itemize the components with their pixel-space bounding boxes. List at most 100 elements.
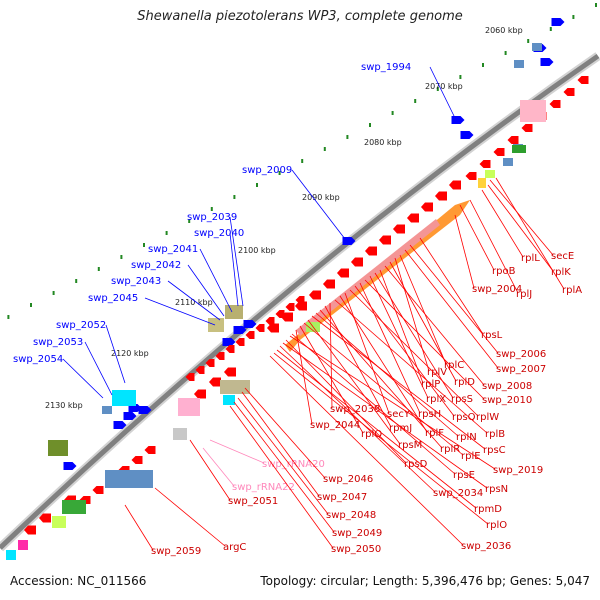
label-rpln: rplN (456, 432, 477, 443)
leader-line-swp-2052 (105, 324, 126, 384)
forward-gene-arrow (113, 421, 127, 429)
label-rpsq: rpsQ (452, 412, 476, 423)
leader-line-swp-2008 (384, 265, 485, 386)
label-rplx: rplX (426, 394, 446, 405)
reverse-gene-arrow (131, 456, 143, 464)
forward-khaki-box (225, 305, 243, 319)
leader-line-rplo (273, 352, 489, 525)
reverse-gene-arrow (144, 446, 156, 454)
leader-line-rpmj (324, 305, 392, 428)
label-swp-2019: swp_2019 (493, 465, 543, 476)
ruler-dot (165, 231, 168, 235)
reverse-pink-box (520, 100, 546, 122)
reverse-gene-arrow (265, 317, 275, 325)
leader-line-rpsl (419, 237, 484, 335)
leader-line-rpld (389, 261, 457, 382)
label-swp-2050: swp_2050 (331, 544, 381, 555)
kbp-ruler: 2060 kbp 2070 kbp 2080 kbp 2090 kbp 2100 kbp… (7, 3, 597, 410)
reverse-gene-arrow (267, 323, 279, 333)
ruler-dot (30, 303, 32, 307)
reverse-gene-arrow (493, 148, 505, 156)
label-swp-2036: swp_2036 (461, 541, 511, 552)
leader-line-rplj (469, 199, 519, 294)
ruler-dot (436, 87, 439, 91)
leader-line-rplc (399, 254, 447, 365)
reverse-cyan-box (6, 550, 16, 560)
reverse-gene-arrow (275, 310, 285, 318)
label-swp-1994: swp_1994 (361, 62, 411, 73)
leader-line-rpmd (276, 349, 477, 509)
ruler-dot (369, 123, 371, 127)
reverse-gene-arrow (449, 180, 461, 190)
label-rplk: rplK (551, 267, 571, 278)
label-rpsl: rpsL (481, 330, 503, 341)
reverse-gene-arrow (255, 324, 265, 332)
ruler-label-2100-kbp: 2100 kbp (238, 246, 276, 255)
reverse-pink-box (178, 398, 200, 416)
ruler-dot (301, 159, 304, 163)
leader-line-rpsn (282, 342, 488, 489)
leader-line-rplr (319, 309, 443, 449)
leader-line-swp-2009 (291, 169, 346, 240)
label-rplj: rplJ (516, 289, 532, 300)
reverse-gene-arrow (507, 136, 519, 144)
label-rplo: rplO (486, 520, 507, 531)
label-swp-2052: swp_2052 (56, 320, 106, 331)
leader-line-rpsc (311, 315, 486, 450)
label-rpmj: rpmJ (389, 423, 412, 434)
genome-info-text: Topology: circular; Length: 5,396,476 bp… (260, 574, 590, 588)
label-rplp: rplP (421, 379, 440, 390)
reverse-cyan-box (223, 395, 235, 405)
ruler-dot (278, 171, 281, 175)
reverse-gene-arrow (563, 88, 575, 96)
reverse-grey-box (173, 428, 187, 440)
label-swp-rrna22: swp_rRNA22 (232, 482, 295, 493)
ruler-label-2070-kbp: 2070 kbp (425, 82, 463, 91)
reverse-gene-arrow (92, 486, 104, 494)
label-swp-2039: swp_2039 (187, 212, 237, 223)
reverse-gene-arrow (215, 352, 225, 360)
leader-line-rple (303, 322, 464, 456)
ruler-dot (210, 207, 213, 211)
reverse-gene-arrow (195, 366, 205, 374)
reverse-gene-arrow (235, 338, 245, 346)
label-rplb: rplB (485, 429, 505, 440)
label-rpll: rplL (521, 253, 540, 264)
ruler-dot (75, 279, 78, 283)
label-rpsc: rpsC (483, 445, 506, 456)
leader-line-rplk (487, 184, 554, 272)
leader-line-swp-2040 (229, 232, 239, 307)
label-secy: secY (387, 409, 411, 420)
leader-line-rplp (379, 269, 424, 384)
label-rplf: rplF (425, 428, 444, 439)
leader-line-swp-2053 (84, 341, 113, 396)
leader-line-swp-2034 (279, 345, 436, 493)
ruler-dot (188, 219, 191, 223)
ruler-dot (527, 39, 530, 43)
reverse-gene-arrow (309, 290, 321, 300)
leader-line-swp-2004 (454, 214, 475, 289)
leader-line-rplv (394, 257, 430, 372)
label-swp-2049: swp_2049 (332, 528, 382, 539)
ruler-label-2090-kbp: 2090 kbp (302, 193, 340, 202)
forward-gene-arrow (460, 131, 474, 139)
leader-line-rpse (291, 333, 456, 475)
forward-gene-arrow (243, 320, 257, 328)
label-swp-2006: swp_2006 (496, 349, 546, 360)
forward-gene-arrow (233, 326, 247, 334)
leader-line-rplw (349, 289, 479, 417)
reverse-gene-arrow (205, 359, 215, 367)
leader-line-swp-2038 (329, 302, 333, 409)
accession-text: Accession: NC_011566 (10, 574, 147, 588)
label-swp-2004: swp_2004 (472, 284, 522, 295)
leader-line-swp-2006 (409, 244, 499, 354)
leader-line-swp-2010 (364, 279, 485, 400)
map-title: Shewanella piezotolerans WP3, complete g… (137, 9, 463, 24)
forward-gene-arrow (138, 406, 152, 414)
label-swp-2038: swp_2038 (330, 404, 380, 415)
label-swp-2040: swp_2040 (194, 228, 244, 239)
gene-features (6, 18, 589, 560)
label-rple: rplE (461, 451, 481, 462)
label-swp-rrna20: swp_rRNA20 (262, 459, 325, 470)
